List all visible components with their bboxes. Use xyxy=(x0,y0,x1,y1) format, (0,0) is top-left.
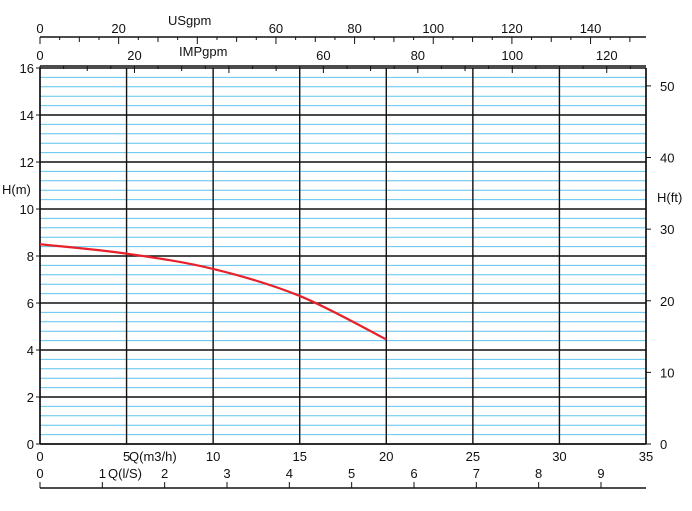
y2-tick-label: 40 xyxy=(660,151,674,166)
y-tick-label: 4 xyxy=(27,343,34,358)
ls-tick-label: 1 xyxy=(99,466,106,481)
impgpm-tick-label: 100 xyxy=(501,48,523,63)
x-tick-label: 15 xyxy=(292,449,306,464)
y2-tick-label: 20 xyxy=(660,294,674,309)
impgpm-tick-label: 80 xyxy=(411,48,425,63)
y-tick-label: 12 xyxy=(20,155,34,170)
x-tick-label: 30 xyxy=(552,449,566,464)
y-tick-label: 0 xyxy=(27,437,34,452)
y2-axis-title: H(ft) xyxy=(657,190,682,205)
y-tick-label: 6 xyxy=(27,296,34,311)
usgpm-axis-title: USgpm xyxy=(168,13,211,28)
y-tick-label: 16 xyxy=(20,61,34,76)
ls-tick-label: 5 xyxy=(348,466,355,481)
x-tick-label: 20 xyxy=(379,449,393,464)
horizontal-grid xyxy=(40,67,646,445)
usgpm-tick-label: 60 xyxy=(269,21,283,36)
x-tick-label: 25 xyxy=(466,449,480,464)
usgpm-tick-label: 140 xyxy=(580,21,602,36)
ls-tick-label: 7 xyxy=(473,466,480,481)
ls-tick-label: 3 xyxy=(223,466,230,481)
x-tick-label: 5 xyxy=(123,449,130,464)
y-tick-label: 10 xyxy=(20,202,34,217)
head-curve-line xyxy=(39,243,387,341)
ls-tick-label: 6 xyxy=(410,466,417,481)
impgpm-tick-label: 120 xyxy=(596,48,618,63)
ls-tick-label: 4 xyxy=(286,466,293,481)
impgpm-tick-label: 0 xyxy=(36,48,43,63)
y2-tick-label: 0 xyxy=(660,437,667,452)
usgpm-tick-label: 120 xyxy=(501,21,523,36)
y2-tick-label: 50 xyxy=(660,79,674,94)
ls-tick-label: 8 xyxy=(535,466,542,481)
y-tick-label: 8 xyxy=(27,249,34,264)
x-tick-label: 0 xyxy=(36,449,43,464)
usgpm-tick-label: 20 xyxy=(111,21,125,36)
usgpm-tick-label: 80 xyxy=(347,21,361,36)
impgpm-axis-title: IMPgpm xyxy=(179,44,227,59)
impgpm-tick-label: 60 xyxy=(316,48,330,63)
x-tick-label: 35 xyxy=(639,449,653,464)
ls-tick-label: 2 xyxy=(161,466,168,481)
ls-tick-label: 0 xyxy=(36,466,43,481)
x-axis-title: Q(m3/h) xyxy=(129,449,177,464)
axes xyxy=(36,36,651,489)
y-tick-label: 2 xyxy=(27,390,34,405)
usgpm-tick-label: 100 xyxy=(422,21,444,36)
ls-tick-label: 9 xyxy=(597,466,604,481)
series-layer xyxy=(39,243,387,341)
y-axis-title: H(m) xyxy=(2,182,31,197)
usgpm-tick-label: 0 xyxy=(36,21,43,36)
ls-axis-title: Q(l/S) xyxy=(108,466,142,481)
impgpm-tick-label: 20 xyxy=(127,48,141,63)
y-tick-label: 14 xyxy=(20,108,34,123)
x-tick-label: 10 xyxy=(206,449,220,464)
y2-tick-label: 10 xyxy=(660,365,674,380)
y2-tick-label: 30 xyxy=(660,222,674,237)
